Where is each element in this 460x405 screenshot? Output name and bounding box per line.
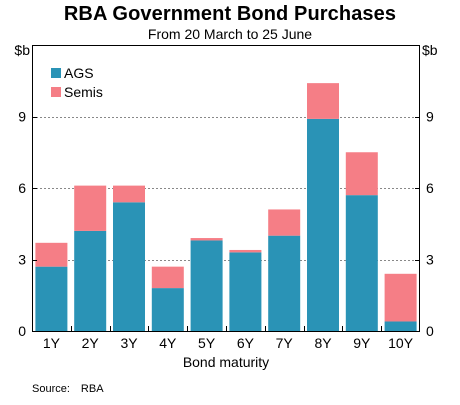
legend-swatch-ags bbox=[51, 68, 61, 78]
y-tick-label-left: 0 bbox=[18, 323, 26, 339]
y-unit-label-right: $b bbox=[422, 42, 438, 58]
bar-ags-8y bbox=[307, 118, 339, 331]
bar-ags-3y bbox=[113, 202, 145, 331]
x-axis-title: Bond maturity bbox=[183, 354, 269, 370]
x-tick-label-1y: 1Y bbox=[43, 335, 61, 351]
y-unit-label-left: $b bbox=[14, 42, 30, 58]
bar-semis-8y bbox=[307, 83, 339, 119]
bar-semis-1y bbox=[35, 242, 68, 267]
bar-semis-9y bbox=[345, 152, 378, 196]
x-tick-label-8y: 8Y bbox=[314, 335, 332, 351]
x-tick-label-6y: 6Y bbox=[237, 335, 255, 351]
legend-label-ags: AGS bbox=[64, 65, 94, 81]
bar-ags-1y bbox=[35, 266, 68, 331]
bar-semis-7y bbox=[268, 209, 301, 236]
source-note: Source: RBA bbox=[32, 383, 104, 395]
axis-ticks bbox=[32, 117, 420, 332]
bar-ags-9y bbox=[345, 195, 378, 331]
x-tick-label-5y: 5Y bbox=[198, 335, 216, 351]
bar-semis-2y bbox=[74, 185, 107, 231]
bar-semis-10y bbox=[384, 273, 417, 322]
chart-subtitle: From 20 March to 25 June bbox=[147, 26, 313, 42]
y-tick-label-right: 9 bbox=[426, 109, 434, 125]
x-tick-label-3y: 3Y bbox=[120, 335, 138, 351]
bar-ags-4y bbox=[151, 288, 184, 331]
axis-labels: 0 0 3 3 6 6 9 9 $b $b 1Y 2Y 3Y 4Y 5Y 6Y 7Y 8Y 9Y 10Y Bond ma… bbox=[14, 42, 437, 370]
bar-ags-10y bbox=[384, 321, 417, 331]
bar-semis-3y bbox=[113, 185, 145, 203]
y-tick-label-left: 9 bbox=[18, 109, 26, 125]
bar-semis-6y bbox=[229, 249, 262, 253]
y-tick-label-right: 3 bbox=[426, 252, 434, 268]
bar-semis-5y bbox=[190, 238, 223, 241]
x-tick-label-4y: 4Y bbox=[159, 335, 177, 351]
legend-swatch-semis bbox=[51, 87, 61, 97]
bar-semis-4y bbox=[151, 266, 184, 289]
y-tick-label-left: 3 bbox=[18, 252, 26, 268]
y-tick-label-left: 6 bbox=[18, 180, 26, 196]
bars bbox=[35, 83, 417, 331]
bar-ags-5y bbox=[190, 240, 223, 331]
x-tick-label-9y: 9Y bbox=[353, 335, 371, 351]
legend: AGS Semis bbox=[51, 65, 103, 100]
bar-ags-6y bbox=[229, 252, 262, 331]
bar-ags-7y bbox=[268, 235, 301, 331]
y-tick-label-right: 0 bbox=[426, 323, 434, 339]
legend-label-semis: Semis bbox=[64, 84, 103, 100]
chart-title: RBA Government Bond Purchases bbox=[63, 3, 397, 25]
y-tick-label-right: 6 bbox=[426, 180, 434, 196]
bar-ags-2y bbox=[74, 230, 107, 331]
x-tick-label-2y: 2Y bbox=[82, 335, 100, 351]
x-tick-label-10y: 10Y bbox=[388, 335, 414, 351]
x-tick-label-7y: 7Y bbox=[276, 335, 294, 351]
source-value: RBA bbox=[80, 383, 104, 395]
source-label: Source: bbox=[32, 383, 70, 395]
